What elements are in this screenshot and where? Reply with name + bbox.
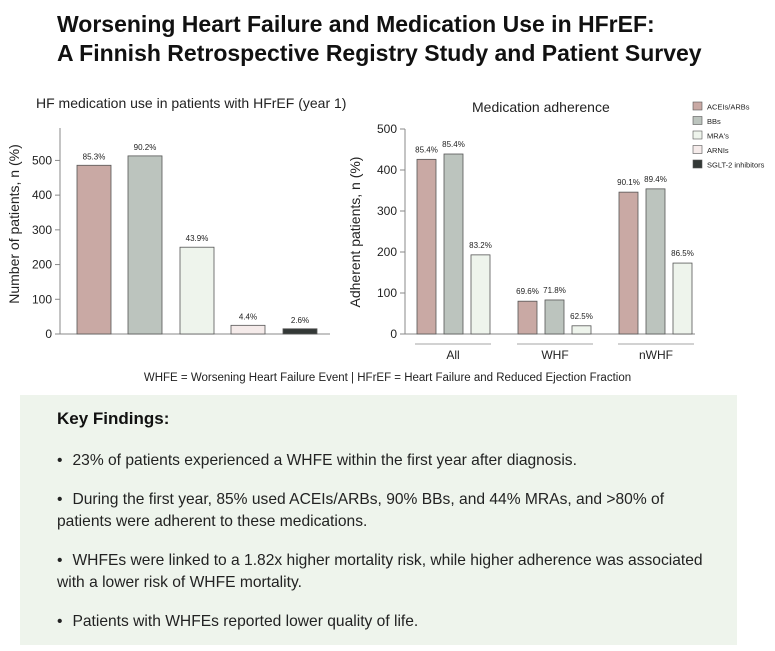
data-label: 71.8% bbox=[543, 286, 566, 295]
legend-swatch bbox=[692, 116, 703, 125]
finding-text: 23% of patients experienced a WHFE withi… bbox=[72, 452, 577, 469]
data-label: 90.1% bbox=[617, 178, 640, 187]
bar-mra-s bbox=[179, 246, 215, 335]
y-tick-label: 400 bbox=[377, 163, 397, 177]
data-label: 90.2% bbox=[134, 143, 157, 152]
bar-nwhf-bbs bbox=[645, 188, 666, 335]
bar-aceis-arbs bbox=[76, 164, 112, 335]
x-tick-label: All bbox=[446, 348, 459, 362]
y-tick-label: 500 bbox=[377, 122, 397, 136]
x-tick-label: nWHF bbox=[639, 348, 673, 362]
page-title: Worsening Heart Failure and Medication U… bbox=[57, 10, 757, 68]
legend-label: BBs bbox=[707, 117, 721, 126]
legend-label: MRA's bbox=[707, 132, 729, 141]
footnote: WHFE = Worsening Heart Failure Event | H… bbox=[143, 372, 632, 384]
data-label: 86.5% bbox=[671, 249, 694, 258]
y-tick-label: 400 bbox=[32, 188, 52, 202]
data-label: 83.2% bbox=[469, 241, 492, 250]
title-line-2: A Finnish Retrospective Registry Study a… bbox=[57, 40, 702, 66]
y-tick-label: 0 bbox=[390, 327, 397, 341]
finding-text: Patients with WHFEs reported lower quali… bbox=[72, 613, 419, 630]
bar-bbs bbox=[127, 155, 163, 335]
chart-title: HF medication use in patients with HFrEF… bbox=[36, 95, 346, 111]
legend-swatch bbox=[692, 101, 703, 111]
finding-text: During the first year, 85% used ACEIs/AR… bbox=[57, 491, 665, 530]
finding-item: • During the first year, 85% used ACEIs/A… bbox=[57, 489, 707, 533]
y-tick-label: 300 bbox=[377, 204, 397, 218]
y-axis-label: Number of patients, n (%) bbox=[6, 144, 22, 304]
bar-all-aceis-arbs bbox=[416, 158, 437, 335]
x-tick-label: WHF bbox=[541, 348, 568, 362]
bar-whf-aceis-arbs bbox=[517, 300, 538, 335]
legend-swatch bbox=[692, 130, 703, 140]
legend-swatch bbox=[692, 145, 703, 154]
data-label: 2.6% bbox=[291, 316, 309, 325]
y-tick-label: 100 bbox=[32, 292, 52, 306]
y-tick-label: 0 bbox=[45, 327, 52, 341]
data-label: 4.4% bbox=[239, 312, 257, 321]
chart-title: Medication adherence bbox=[472, 99, 610, 115]
y-tick-label: 500 bbox=[32, 153, 52, 167]
bar-whf-bbs bbox=[544, 299, 565, 335]
bullet: • bbox=[57, 552, 63, 569]
key-findings-panel: Key Findings: • 23% of patients experienc… bbox=[20, 395, 737, 645]
y-tick-label: 100 bbox=[377, 286, 397, 300]
finding-item: • 23% of patients experienced a WHFE with… bbox=[57, 450, 707, 472]
legend-label: ACEIs/ARBs bbox=[707, 103, 750, 112]
data-label: 85.4% bbox=[442, 140, 465, 149]
y-tick-label: 200 bbox=[377, 245, 397, 259]
legend-label: SGLT-2 inhibitors bbox=[707, 161, 765, 170]
bullet: • bbox=[57, 452, 63, 469]
title-line-1: Worsening Heart Failure and Medication U… bbox=[57, 11, 655, 37]
bar-sglt-2-inhibitors bbox=[282, 328, 318, 335]
finding-item: • WHFEs were linked to a 1.82x higher mor… bbox=[57, 550, 707, 594]
bar-whf-mra-s bbox=[571, 325, 592, 335]
data-label: 69.6% bbox=[516, 287, 539, 296]
bar-nwhf-mra-s bbox=[672, 262, 693, 335]
bar-all-mra-s bbox=[470, 254, 491, 335]
y-axis-label: Adherent patients, n (%) bbox=[347, 157, 363, 308]
charts-area: HF medication use in patients with HFrEF… bbox=[6, 95, 765, 362]
bar-all-bbs bbox=[443, 153, 464, 335]
y-tick-label: 200 bbox=[32, 258, 52, 272]
data-label: 85.3% bbox=[83, 152, 106, 161]
data-label: 89.4% bbox=[644, 175, 667, 184]
data-label: 43.9% bbox=[186, 234, 209, 243]
bar-nwhf-aceis-arbs bbox=[618, 191, 639, 335]
finding-item: • Patients with WHFEs reported lower qual… bbox=[57, 611, 707, 633]
bullet: • bbox=[57, 491, 63, 508]
data-label: 85.4% bbox=[415, 145, 438, 154]
key-findings-heading: Key Findings: bbox=[57, 409, 170, 428]
y-tick-label: 300 bbox=[32, 223, 52, 237]
bar-arnis bbox=[230, 324, 266, 335]
data-label: 62.5% bbox=[570, 312, 593, 321]
bullet: • bbox=[57, 613, 63, 630]
legend-swatch bbox=[692, 159, 703, 169]
finding-text: WHFEs were linked to a 1.82x higher mort… bbox=[57, 552, 703, 591]
legend-label: ARNIs bbox=[707, 146, 729, 155]
